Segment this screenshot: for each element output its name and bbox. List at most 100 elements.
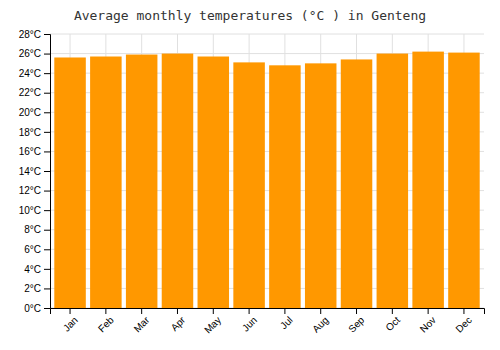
bar — [305, 63, 337, 308]
tick-mark — [44, 288, 50, 289]
tick-mark — [44, 151, 50, 152]
tick-label: Jan — [61, 314, 80, 333]
bar — [269, 65, 301, 308]
tick: Mar — [132, 308, 152, 334]
tick-label: 10°C — [19, 205, 41, 216]
bar — [198, 57, 230, 308]
tick-label: Jul — [278, 314, 295, 331]
tick-label: 18°C — [19, 127, 41, 138]
tick-mark — [177, 308, 178, 314]
tick-label: 14°C — [19, 166, 41, 177]
tick-label: May — [202, 314, 223, 335]
tick: 4°C — [24, 264, 50, 275]
tick: 6°C — [24, 244, 50, 255]
tick-mark — [141, 308, 142, 314]
bar — [377, 54, 409, 308]
tick-mark — [44, 54, 50, 55]
tick-mark — [44, 112, 50, 113]
tick-label: 6°C — [24, 244, 41, 255]
tick: 24°C — [19, 68, 50, 79]
axis-line — [51, 309, 485, 315]
tick-mark — [463, 308, 464, 314]
bar — [162, 54, 194, 308]
tick-label: 16°C — [19, 146, 41, 157]
tick: 8°C — [24, 224, 50, 235]
tick-mark — [428, 308, 429, 314]
plot: 0°C 2°C 4°C 6°C 8°C 10°C 12°C 14°C 16°C 18°C 20°C 2… — [19, 29, 485, 336]
tick: 16°C — [19, 146, 50, 157]
title: Average monthly temperatures (°C ) in Ge… — [74, 8, 426, 23]
tick-mark — [44, 34, 50, 35]
y-axis: 0°C 2°C 4°C 6°C 8°C 10°C 12°C 14°C 16°C 18°C 20°C 2… — [19, 29, 51, 314]
tick-mark — [70, 308, 71, 314]
tick-label: 26°C — [19, 48, 41, 59]
tick-label: 20°C — [19, 107, 41, 118]
tick-label: 8°C — [24, 224, 41, 235]
tick-mark — [320, 308, 321, 314]
tick-mark — [44, 308, 50, 309]
tick: Oct — [383, 308, 402, 333]
bars — [54, 52, 479, 308]
tick: 20°C — [19, 107, 50, 118]
tick-label: Sep — [346, 314, 367, 335]
grid — [50, 34, 484, 308]
tick: Jul — [278, 308, 295, 331]
grid-line — [50, 34, 484, 35]
tick-label: Dec — [453, 314, 473, 334]
tick-mark — [44, 191, 50, 192]
tick-mark — [44, 249, 50, 250]
axis-line — [44, 35, 51, 309]
tick: Jan — [61, 308, 80, 334]
tick-mark — [44, 269, 50, 270]
tick-label: Oct — [383, 314, 402, 333]
tick-label: Mar — [132, 314, 152, 334]
chart: 0°C 2°C 4°C 6°C 8°C 10°C 12°C 14°C 16°C 18°C 20°C 2… — [0, 0, 500, 350]
tick-mark — [44, 73, 50, 74]
bar — [412, 52, 444, 308]
tick: Jun — [240, 308, 259, 334]
tick: Nov — [418, 308, 438, 335]
tick: Sep — [346, 308, 367, 335]
tick-label: 24°C — [19, 68, 41, 79]
tick-label: Nov — [418, 314, 438, 334]
tick-mark — [392, 308, 393, 314]
tick-mark — [44, 210, 50, 211]
tick-label: 0°C — [24, 303, 41, 314]
bar — [90, 57, 122, 308]
tick: 10°C — [19, 205, 50, 216]
tick: 0°C — [24, 303, 50, 314]
tick: 12°C — [19, 185, 50, 196]
x-axis: Jan Feb Mar Apr May Jun Jul Aug Sep Oct Nov Dec — [51, 308, 485, 336]
tick-label: 2°C — [24, 283, 41, 294]
tick-label: Jun — [240, 314, 259, 333]
tick: 18°C — [19, 127, 50, 138]
bar — [233, 62, 265, 308]
tick-mark — [105, 308, 106, 314]
tick: Feb — [96, 308, 116, 334]
tick: 26°C — [19, 48, 50, 59]
bar — [448, 53, 480, 308]
tick-mark — [249, 308, 250, 314]
tick-mark — [356, 308, 357, 314]
tick-mark — [213, 308, 214, 314]
bar — [54, 57, 86, 308]
tick: 2°C — [24, 283, 50, 294]
tick-label: Apr — [169, 314, 188, 333]
tick: Apr — [169, 308, 188, 333]
tick-label: 22°C — [19, 87, 41, 98]
tick-mark — [44, 171, 50, 172]
tick: 22°C — [19, 87, 50, 98]
tick-label: 12°C — [19, 185, 41, 196]
tick: 28°C — [19, 29, 50, 40]
tick-label: Feb — [96, 314, 116, 334]
tick-label: 4°C — [24, 264, 41, 275]
tick-mark — [44, 230, 50, 231]
bar — [126, 55, 158, 308]
tick-label: Aug — [310, 314, 330, 334]
tick-mark — [44, 93, 50, 94]
tick-mark — [44, 132, 50, 133]
tick: 14°C — [19, 166, 50, 177]
tick-mark — [284, 308, 285, 314]
bar — [341, 59, 373, 308]
tick: Aug — [310, 308, 330, 335]
